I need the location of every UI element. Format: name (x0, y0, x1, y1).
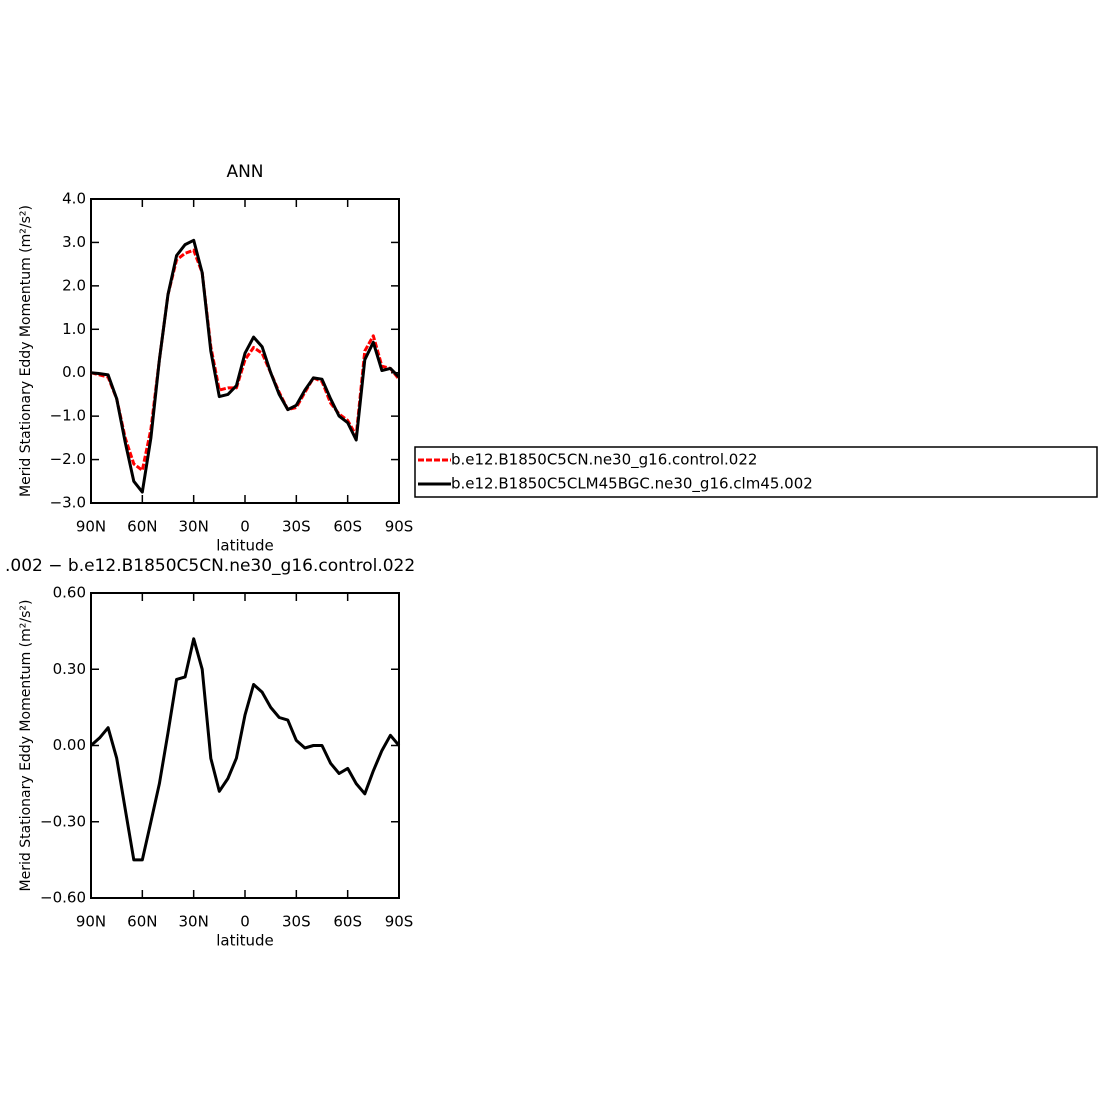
x-tick-label: 90N (76, 913, 106, 931)
x-tick-label: 90N (76, 518, 106, 536)
x-tick-label: 60S (333, 518, 362, 536)
series-line (90, 248, 401, 472)
x-tick-label: 90S (385, 913, 414, 931)
x-tick-label: 60S (333, 913, 362, 931)
y-axis-label: Merid Stationary Eddy Momentum (m²/s²) (18, 205, 34, 497)
legend-box (414, 446, 1098, 498)
y-tick-label: −2.0 (50, 450, 86, 468)
y-tick-label: −3.0 (50, 494, 86, 512)
x-axis-label: latitude (216, 932, 274, 950)
x-tick-label: 30N (179, 518, 209, 536)
series-line (90, 238, 401, 494)
y-axis-label: Merid Stationary Eddy Momentum (m²/s²) (18, 600, 34, 892)
chart-title: ANN (226, 162, 263, 182)
x-tick-label: 30S (282, 518, 311, 536)
y-tick-label: 0.30 (53, 660, 86, 678)
x-tick-label: 60N (127, 518, 157, 536)
y-tick-label: 2.0 (62, 276, 86, 294)
x-tick-label: 90S (385, 518, 414, 536)
x-tick-label: 30S (282, 913, 311, 931)
y-tick-label: 0.0 (62, 363, 86, 381)
x-tick-label: 0 (240, 518, 250, 536)
x-tick-label: 0 (240, 913, 250, 931)
y-tick-label: −0.60 (40, 889, 86, 907)
plot-frame (90, 592, 400, 899)
x-tick-label: 60N (127, 913, 157, 931)
chart-title: .002 − b.e12.B1850C5CN.ne30_g16.control.… (5, 556, 415, 576)
y-tick-label: 3.0 (62, 233, 86, 251)
y-tick-label: −1.0 (50, 407, 86, 425)
series-line (90, 637, 401, 862)
legend-label: b.e12.B1850C5CLM45BGC.ne30_g16.clm45.002 (451, 475, 813, 494)
y-tick-label: −0.30 (40, 812, 86, 830)
y-tick-label: 0.60 (53, 584, 86, 602)
x-tick-label: 30N (179, 913, 209, 931)
legend-label: b.e12.B1850C5CN.ne30_g16.control.022 (451, 451, 757, 470)
y-tick-label: 1.0 (62, 320, 86, 338)
y-tick-label: 0.00 (53, 736, 86, 754)
y-tick-label: 4.0 (62, 190, 86, 208)
x-axis-label: latitude (216, 537, 274, 555)
